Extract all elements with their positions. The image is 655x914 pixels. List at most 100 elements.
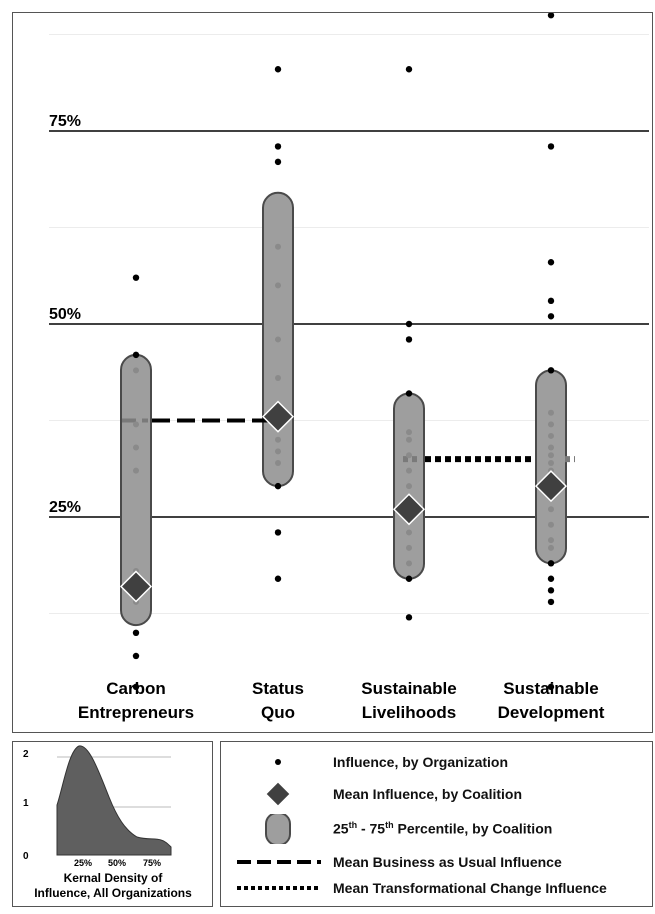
organization-point xyxy=(132,629,140,636)
inset-title-line1: Kernal Density of xyxy=(64,871,164,885)
organization-point xyxy=(548,537,554,544)
legend-label-organization: Influence, by Organization xyxy=(333,754,509,770)
kernel-density-inset: 0 1 2 25% 50% 75% Kernal Density of Infl… xyxy=(12,741,213,907)
organization-point xyxy=(406,483,412,490)
legend-label-business-as-usual: Mean Business as Usual Influence xyxy=(333,854,562,870)
inset-ytick-2: 2 xyxy=(23,749,29,760)
legend-item-transformational: Mean Transformational Change Influence xyxy=(221,874,652,904)
category-label-3-line-1: Development xyxy=(498,703,605,722)
legend-label-percentile: 25th - 75th Percentile, by Coalition xyxy=(333,820,553,837)
organization-point xyxy=(547,13,555,19)
organization-point xyxy=(406,452,412,459)
organization-point xyxy=(548,459,554,466)
organization-point xyxy=(275,282,281,289)
organization-point xyxy=(547,683,555,691)
percentile-range-icon xyxy=(265,814,291,844)
main-chart-svg: 25% 50% 75% Carbon Entrepreneurs Status Quo Su… xyxy=(49,13,649,722)
mean-diamond-1 xyxy=(261,400,295,433)
diamond-icon xyxy=(265,781,291,807)
organization-point xyxy=(275,436,281,443)
legend-item-organization: Influence, by Organization xyxy=(221,748,652,778)
organization-point xyxy=(548,409,554,416)
organization-point xyxy=(275,375,281,382)
legend-item-percentile: 25th - 75th Percentile, by Coalition xyxy=(221,814,652,844)
dotted-line-icon xyxy=(237,886,321,890)
mean-diamond-3 xyxy=(534,470,568,503)
organization-point xyxy=(548,421,554,428)
category-label-0-line-0: Carbon xyxy=(106,679,166,698)
inset-xtick-50: 50% xyxy=(108,858,126,868)
organization-point xyxy=(405,614,413,621)
organization-point xyxy=(275,459,281,466)
organization-point xyxy=(406,436,412,443)
organization-point xyxy=(548,452,554,459)
organization-point xyxy=(547,367,555,374)
reference-label-25: 25% xyxy=(49,499,81,516)
organization-point xyxy=(132,652,140,660)
organization-point xyxy=(405,320,413,328)
organization-point xyxy=(274,482,282,490)
reference-label-50: 50% xyxy=(49,306,81,323)
organization-point xyxy=(132,683,140,691)
organization-point xyxy=(133,467,139,474)
organization-point xyxy=(274,143,282,150)
organization-point xyxy=(133,367,139,374)
organization-point xyxy=(274,575,282,582)
organization-point xyxy=(132,351,140,359)
organization-point xyxy=(547,575,555,582)
inset-xtick-25: 25% xyxy=(74,858,92,868)
organization-point xyxy=(548,506,554,513)
legend-item-mean: Mean Influence, by Coalition xyxy=(221,780,652,810)
organization-point xyxy=(406,560,412,567)
legend-item-business-as-usual: Mean Business as Usual Influence xyxy=(221,848,652,878)
organization-point xyxy=(547,587,555,594)
organization-point xyxy=(548,444,554,451)
main-chart-panel: 25% 50% 75% Carbon Entrepreneurs Status Quo Su… xyxy=(12,12,653,733)
legend-label-transformational: Mean Transformational Change Influence xyxy=(333,880,607,896)
category-label-1-line-0: Status xyxy=(252,679,304,698)
organization-point xyxy=(405,66,413,73)
category-label-2-line-0: Sustainable xyxy=(361,679,456,698)
legend-panel: Influence, by Organization Mean Influenc… xyxy=(220,741,653,907)
inset-ytick-1: 1 xyxy=(23,798,29,809)
category-label-0-line-1: Entrepreneurs xyxy=(78,703,194,722)
organization-point xyxy=(275,448,281,455)
organization-point xyxy=(548,432,554,439)
dot-icon xyxy=(275,759,281,765)
organization-point xyxy=(133,444,139,451)
organization-point xyxy=(548,544,554,551)
organization-point xyxy=(547,560,555,567)
legend-label-mean: Mean Influence, by Coalition xyxy=(333,786,523,802)
dashed-line-icon xyxy=(237,860,321,864)
organization-point xyxy=(406,544,412,551)
organization-point xyxy=(547,598,555,606)
kernel-density-svg: 0 1 2 25% 50% 75% Kernal Density of Infl… xyxy=(23,745,192,900)
organization-point xyxy=(274,529,282,536)
organization-point xyxy=(547,143,555,150)
organization-point xyxy=(274,66,282,73)
category-label-2-line-1: Livelihoods xyxy=(362,703,456,722)
mean-diamond-0 xyxy=(119,570,153,603)
organization-point xyxy=(133,421,139,428)
organization-point xyxy=(548,521,554,528)
inset-xtick-75: 75% xyxy=(143,858,161,868)
category-label-1-line-1: Quo xyxy=(261,703,295,722)
percentile-range-3 xyxy=(535,369,567,565)
organization-point xyxy=(405,390,413,397)
organization-point xyxy=(547,297,555,305)
organization-point xyxy=(406,529,412,536)
organization-point xyxy=(547,259,555,266)
mean-diamond-2 xyxy=(392,493,426,526)
organization-point xyxy=(275,336,281,343)
organization-point xyxy=(406,429,412,436)
organization-point xyxy=(275,243,281,250)
organization-point xyxy=(405,575,413,582)
organization-point xyxy=(406,467,412,474)
inset-title-line2: Influence, All Organizations xyxy=(34,886,192,900)
category-label-3-line-0: Sustainable xyxy=(503,679,598,698)
density-curve xyxy=(56,745,172,856)
organization-point xyxy=(405,336,413,343)
organization-point xyxy=(274,158,282,166)
reference-label-75: 75% xyxy=(49,113,81,130)
organization-point xyxy=(547,313,555,320)
